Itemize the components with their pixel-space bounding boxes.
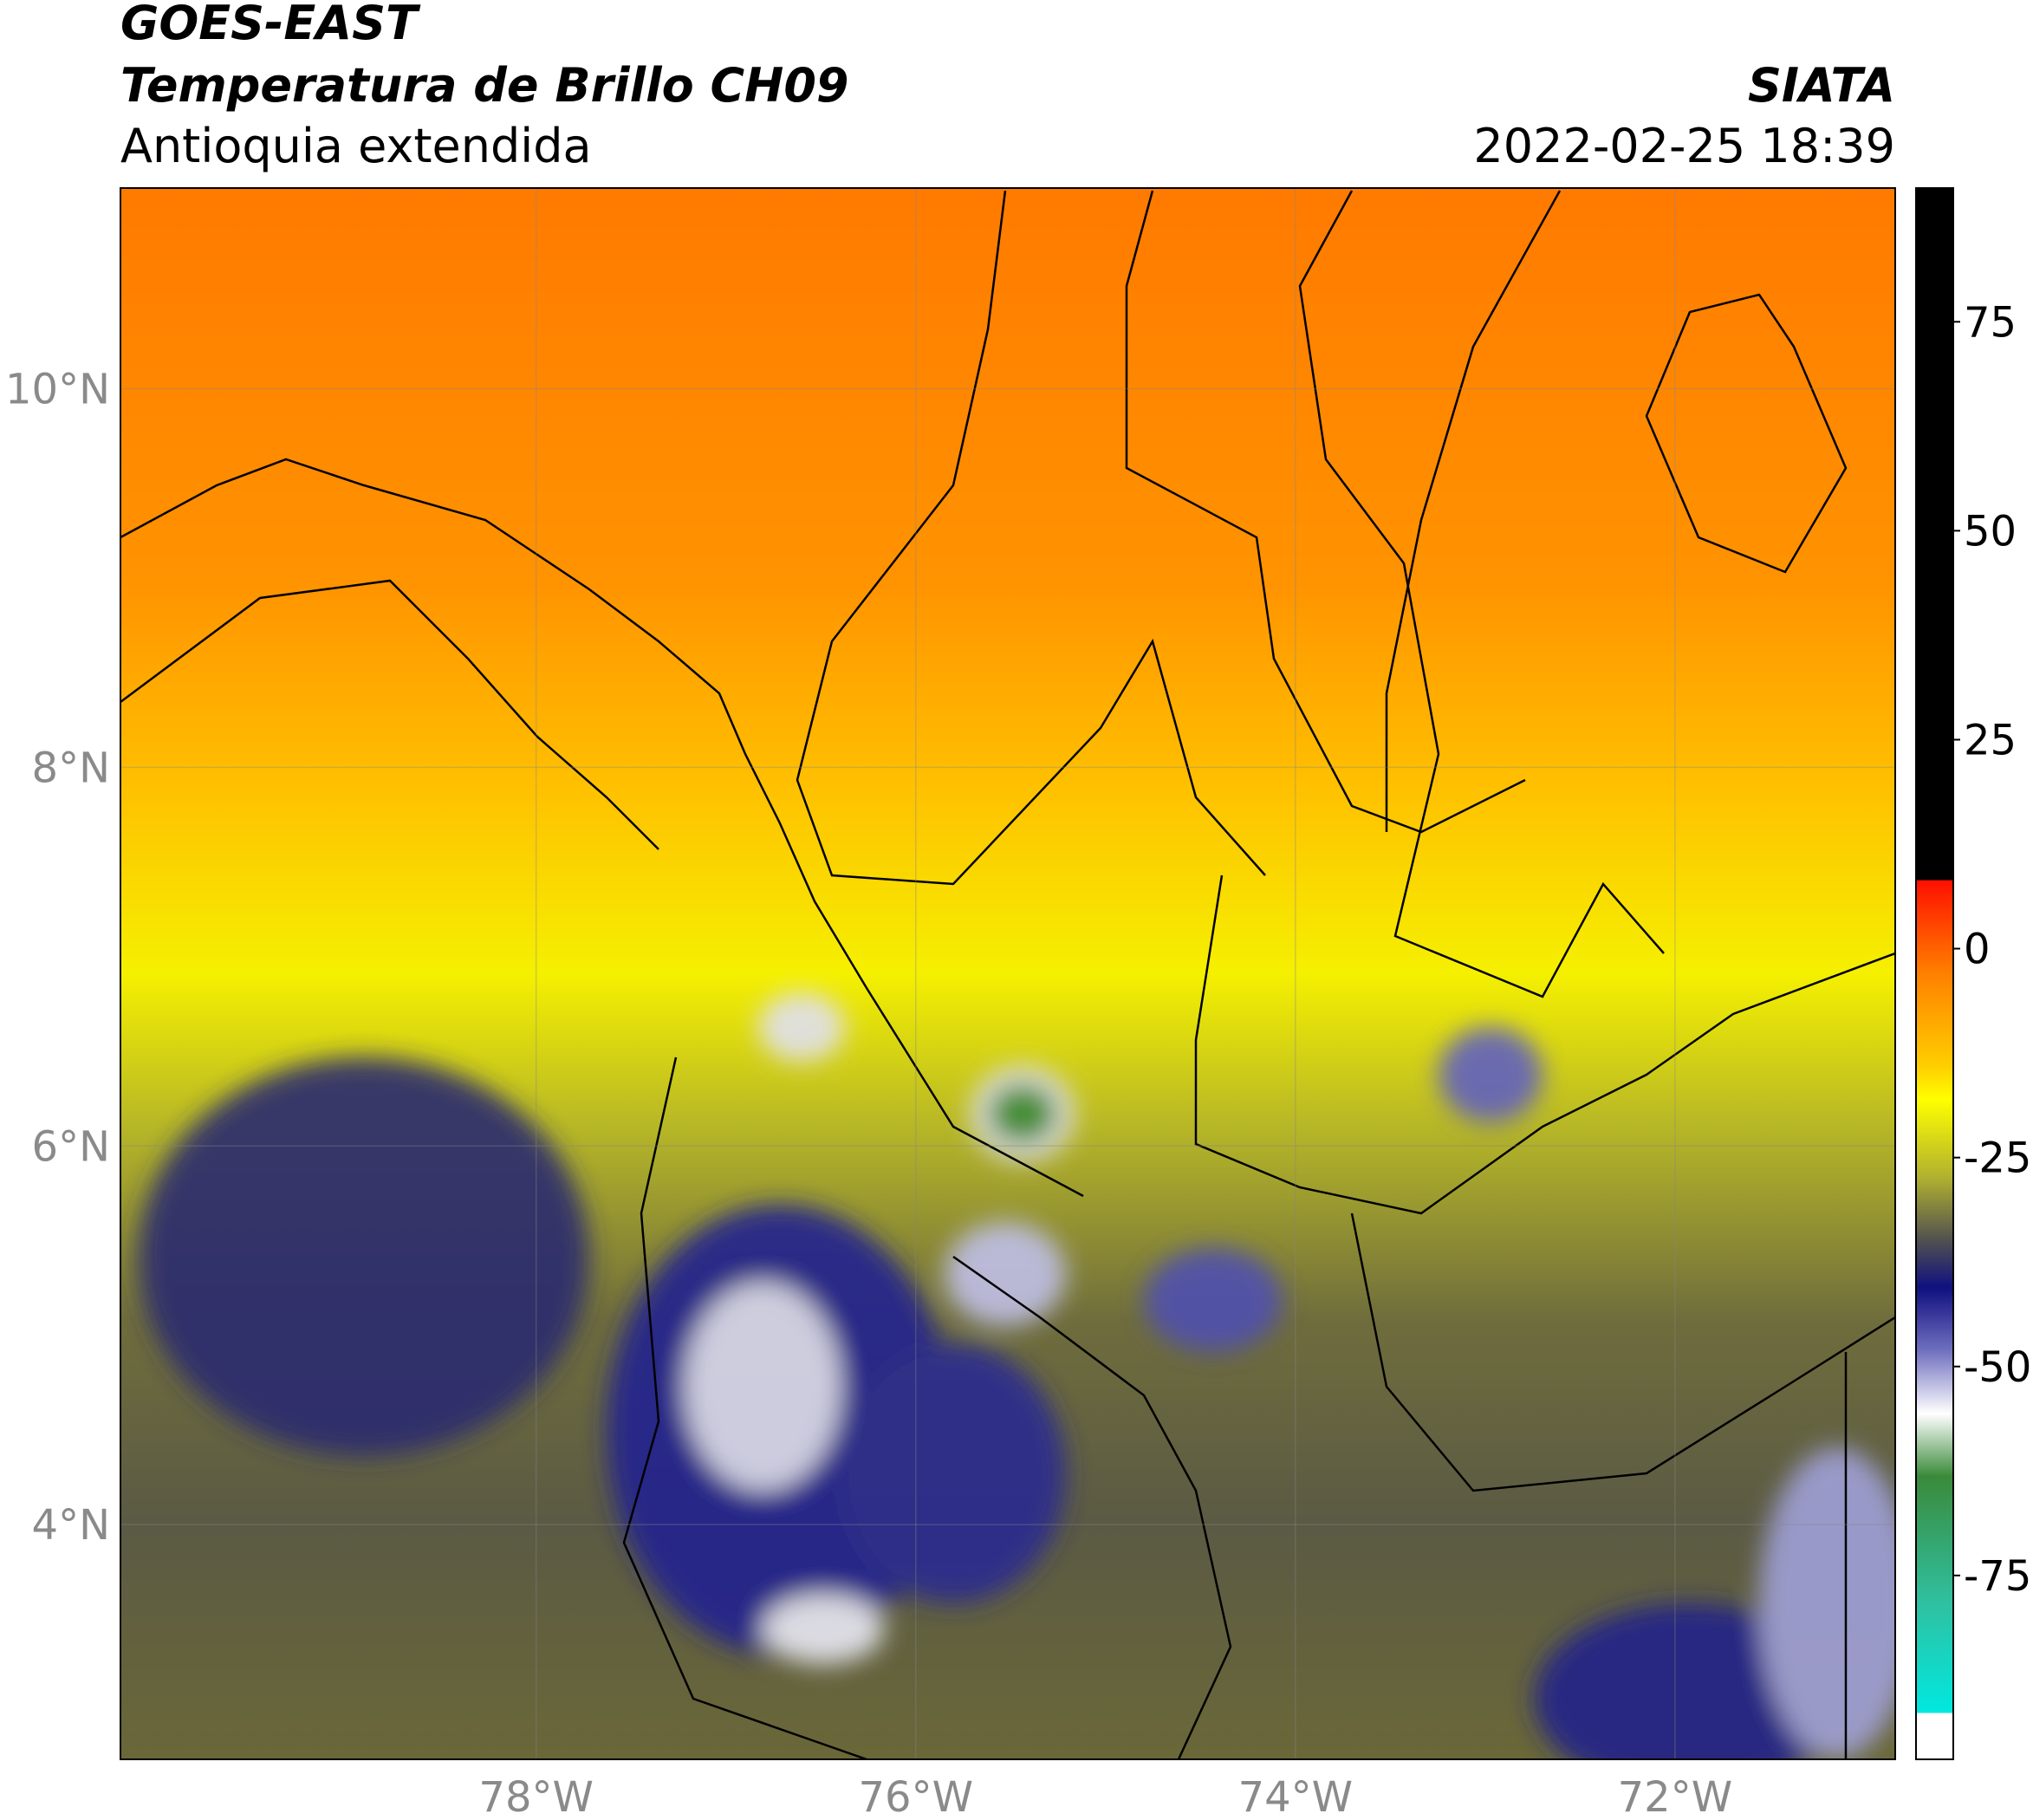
- colorbar-tick-label: 75: [1964, 298, 2017, 347]
- lon-tick-label: 72°W: [1618, 1773, 1733, 1820]
- lat-tick-label: 8°N: [32, 744, 110, 792]
- lat-tick-label: 6°N: [32, 1122, 110, 1171]
- source: SIATA: [1748, 58, 1895, 113]
- region: Antioquia extendida: [120, 119, 592, 173]
- title: GOES-EAST: [120, 0, 421, 50]
- colorbar-tick-label: -25: [1964, 1134, 2031, 1183]
- colorbar-tick-label: -75: [1964, 1552, 2031, 1601]
- colorbar-tick-label: 50: [1964, 507, 2017, 556]
- colorbar: [1915, 187, 1954, 1760]
- map-frame: [120, 187, 1896, 1760]
- lon-tick-label: 76°W: [858, 1773, 973, 1820]
- lat-tick-label: 10°N: [5, 366, 110, 414]
- colorbar-tick-label: 0: [1964, 926, 1991, 974]
- subtitle: Temperatura de Brillo CH09: [120, 58, 849, 113]
- grid: [120, 188, 1895, 1759]
- lon-tick-label: 78°W: [478, 1773, 594, 1820]
- colorbar-tick-label: -50: [1964, 1343, 2031, 1392]
- colorbar-tick-label: 25: [1964, 716, 2017, 764]
- datetime: 2022-02-25 18:39: [1473, 119, 1895, 173]
- lon-tick-label: 74°W: [1238, 1773, 1354, 1820]
- lat-tick-label: 4°N: [32, 1501, 110, 1550]
- map-image: [120, 188, 1895, 1759]
